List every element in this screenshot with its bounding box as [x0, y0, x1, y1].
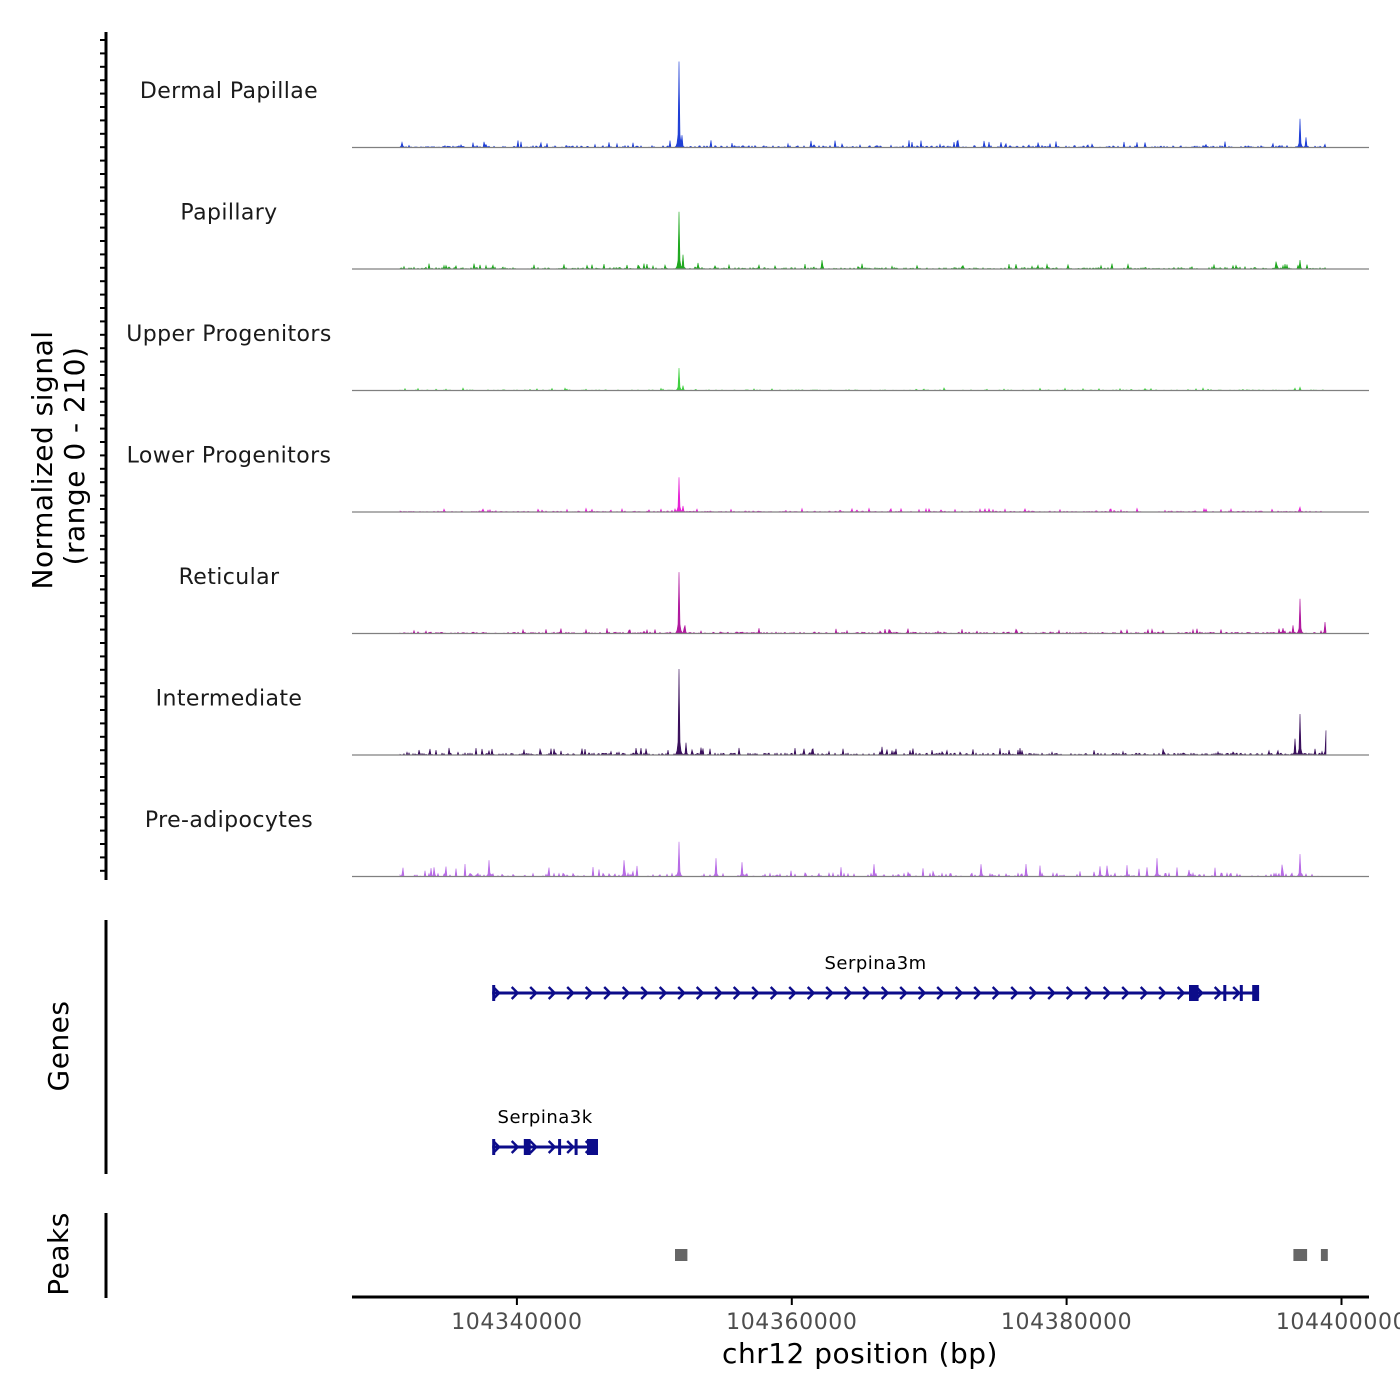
track-intermediate: Intermediate	[156, 668, 1369, 756]
strand-arrow	[973, 986, 982, 1000]
coverage-y-axis-title: Normalized signal	[26, 330, 59, 589]
exon-block	[558, 1139, 562, 1155]
strand-arrow	[1158, 986, 1167, 1000]
peaks-y-axis-title: Peaks	[42, 1212, 75, 1296]
x-tick-label: 104400000	[1276, 1310, 1400, 1335]
strand-arrow	[843, 986, 853, 1000]
peak-region	[1320, 1249, 1328, 1261]
strand-arrow	[566, 1140, 575, 1154]
strand-arrow	[677, 986, 686, 1000]
x-tick-label: 104360000	[726, 1310, 857, 1335]
exon-block	[492, 1139, 496, 1155]
strand-arrow	[1213, 986, 1223, 1000]
track-pre-adipocytes: Pre-adipocytes	[145, 808, 1369, 878]
exon-block	[523, 1139, 531, 1155]
strand-arrow	[806, 986, 816, 1000]
strand-arrow	[621, 986, 631, 1000]
strand-arrow	[1139, 986, 1149, 1000]
peak-regions	[675, 1249, 1328, 1261]
strand-arrow	[584, 986, 594, 1000]
x-axis-ticks: 104340000 104360000 104380000 104400000	[451, 1297, 1400, 1335]
strand-arrow	[714, 986, 723, 1000]
strand-arrow	[991, 986, 1001, 1000]
exon-block	[1239, 985, 1243, 1001]
strand-arrow	[529, 986, 538, 1000]
x-tick-label: 104380000	[1001, 1310, 1132, 1335]
exon-block	[1223, 985, 1227, 1001]
strand-arrow	[658, 986, 668, 1000]
signal-area	[399, 61, 1327, 149]
track-label: Dermal Papillae	[140, 79, 318, 104]
coverage-y-axis	[100, 32, 108, 880]
track-dermal-papillae: Dermal Papillae	[140, 61, 1369, 149]
strand-arrow	[566, 986, 575, 1000]
strand-arrow	[880, 986, 890, 1000]
strand-arrow	[1010, 986, 1019, 1000]
track-reticular: Reticular	[179, 565, 1369, 635]
track-label: Intermediate	[156, 687, 303, 712]
exon-block	[574, 1139, 578, 1155]
strand-arrow	[510, 1140, 520, 1154]
exon-block	[1252, 985, 1260, 1001]
track-upper-progenitors: Upper Progenitors	[126, 322, 1369, 392]
gene-serpina3m: Serpina3m	[492, 953, 1260, 1001]
exon-block	[587, 1139, 598, 1155]
gene-serpina3k: Serpina3k	[492, 1107, 599, 1155]
peak-region	[1293, 1249, 1308, 1261]
gene-label: Serpina3k	[498, 1107, 593, 1128]
strand-arrow	[1065, 986, 1075, 1000]
signal-area	[399, 572, 1327, 635]
strand-arrow	[954, 986, 964, 1000]
peak-region	[675, 1249, 688, 1261]
strand-arrow	[825, 986, 834, 1000]
gene-label: Serpina3m	[824, 953, 926, 974]
track-label: Lower Progenitors	[127, 444, 332, 469]
track-label: Upper Progenitors	[126, 322, 331, 347]
strand-arrow	[732, 986, 742, 1000]
exon-block	[1189, 985, 1199, 1001]
strand-arrow	[1084, 986, 1093, 1000]
coverage-tracks: Dermal Papillae Papillary Upper Progenitor…	[126, 61, 1369, 878]
signal-area	[399, 211, 1327, 271]
coverage-y-axis-range: (range 0 - 210)	[58, 347, 91, 566]
x-axis-title: chr12 position (bp)	[722, 1337, 998, 1370]
strand-arrow	[936, 986, 945, 1000]
signal-area	[399, 477, 1327, 513]
strand-arrow	[751, 986, 760, 1000]
track-lower-progenitors: Lower Progenitors	[127, 444, 1369, 513]
strand-arrow	[547, 986, 557, 1000]
strand-arrow	[917, 986, 927, 1000]
coverage-y-ticks	[100, 39, 106, 872]
track-label: Pre-adipocytes	[145, 808, 313, 833]
signal-area	[399, 668, 1327, 756]
track-papillary: Papillary	[180, 201, 1369, 271]
genes-y-axis-title: Genes	[42, 1001, 75, 1092]
strand-arrow	[510, 986, 520, 1000]
x-tick-label: 104340000	[451, 1310, 582, 1335]
strand-arrow	[603, 986, 612, 1000]
strand-arrow	[899, 986, 908, 1000]
strand-arrow	[1176, 986, 1186, 1000]
strand-arrow	[1102, 986, 1112, 1000]
strand-arrow	[1028, 986, 1038, 1000]
track-label: Papillary	[180, 201, 277, 226]
strand-arrow	[1047, 986, 1056, 1000]
strand-arrow	[695, 986, 705, 1000]
strand-arrow	[1121, 986, 1130, 1000]
track-label: Reticular	[179, 565, 280, 590]
signal-area	[399, 841, 1326, 878]
strand-arrow	[788, 986, 797, 1000]
strand-arrow	[529, 1140, 538, 1154]
exon-block	[492, 985, 496, 1001]
gene-models: Serpina3m Serpina3k	[492, 953, 1260, 1155]
signal-area	[399, 367, 1326, 392]
strand-arrow	[862, 986, 871, 1000]
strand-arrow	[640, 986, 649, 1000]
strand-arrow	[1232, 986, 1241, 1000]
strand-arrow	[769, 986, 779, 1000]
strand-arrow	[547, 1140, 557, 1154]
